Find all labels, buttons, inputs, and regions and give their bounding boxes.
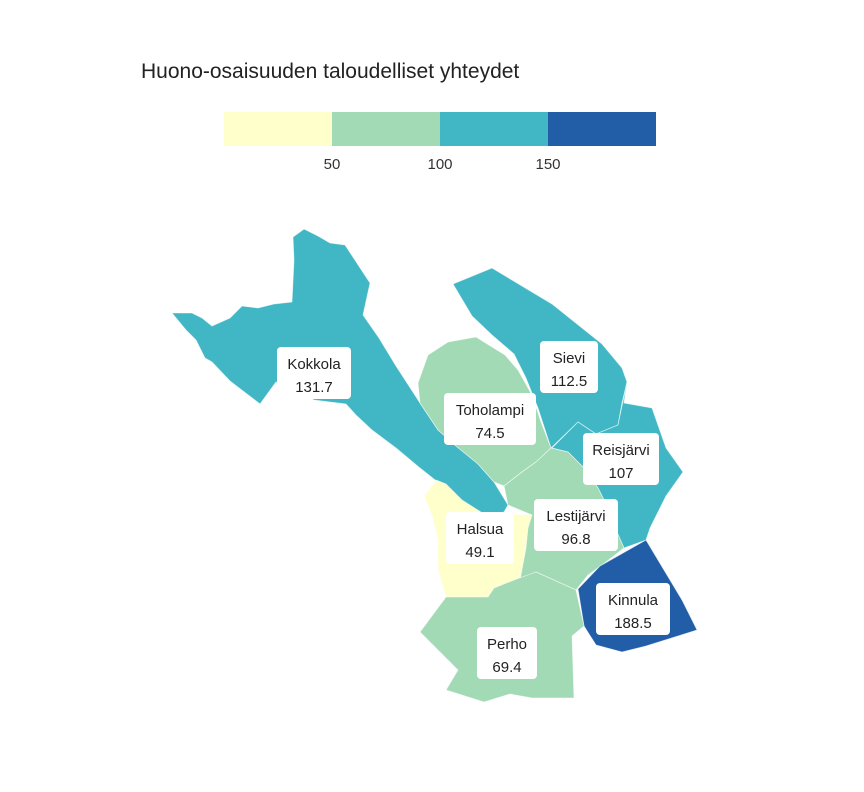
legend-swatch-3	[548, 112, 656, 146]
label-kokkola-value: 131.7	[295, 379, 333, 396]
region-labels: Kokkola 131.7 Sievi 112.5 Toholampi 74.5…	[277, 341, 670, 679]
label-reisjarvi-name: Reisjärvi	[592, 442, 650, 459]
label-kinnula-name: Kinnula	[608, 592, 659, 609]
map-title: Huono-osaisuuden taloudelliset yhteydet	[141, 60, 519, 83]
label-lestijarvi-name: Lestijärvi	[546, 508, 605, 525]
label-reisjarvi: Reisjärvi 107	[583, 433, 659, 485]
legend-tick-150: 150	[535, 156, 560, 173]
label-kokkola-name: Kokkola	[287, 356, 341, 373]
legend-swatch-1	[332, 112, 440, 146]
label-perho-name: Perho	[487, 636, 527, 653]
label-toholampi-value: 74.5	[475, 425, 504, 442]
legend: 50 100 150	[224, 112, 656, 173]
legend-tick-50: 50	[324, 156, 341, 173]
label-reisjarvi-value: 107	[608, 465, 633, 482]
label-sievi-name: Sievi	[553, 350, 586, 367]
label-perho-value: 69.4	[492, 659, 521, 676]
legend-tick-100: 100	[427, 156, 452, 173]
legend-swatch-2	[440, 112, 548, 146]
label-halsua: Halsua 49.1	[446, 512, 514, 564]
legend-swatch-0	[224, 112, 332, 146]
label-toholampi-name: Toholampi	[456, 402, 524, 419]
label-kokkola: Kokkola 131.7	[277, 347, 351, 399]
label-kinnula: Kinnula 188.5	[596, 583, 670, 635]
label-sievi-value: 112.5	[551, 373, 587, 390]
label-lestijarvi-value: 96.8	[561, 531, 590, 548]
label-halsua-name: Halsua	[457, 521, 504, 538]
label-kinnula-value: 188.5	[614, 615, 652, 632]
label-toholampi: Toholampi 74.5	[444, 393, 536, 445]
label-halsua-value: 49.1	[465, 544, 494, 561]
label-sievi: Sievi 112.5	[540, 341, 598, 393]
label-lestijarvi: Lestijärvi 96.8	[534, 499, 618, 551]
label-perho: Perho 69.4	[477, 627, 537, 679]
